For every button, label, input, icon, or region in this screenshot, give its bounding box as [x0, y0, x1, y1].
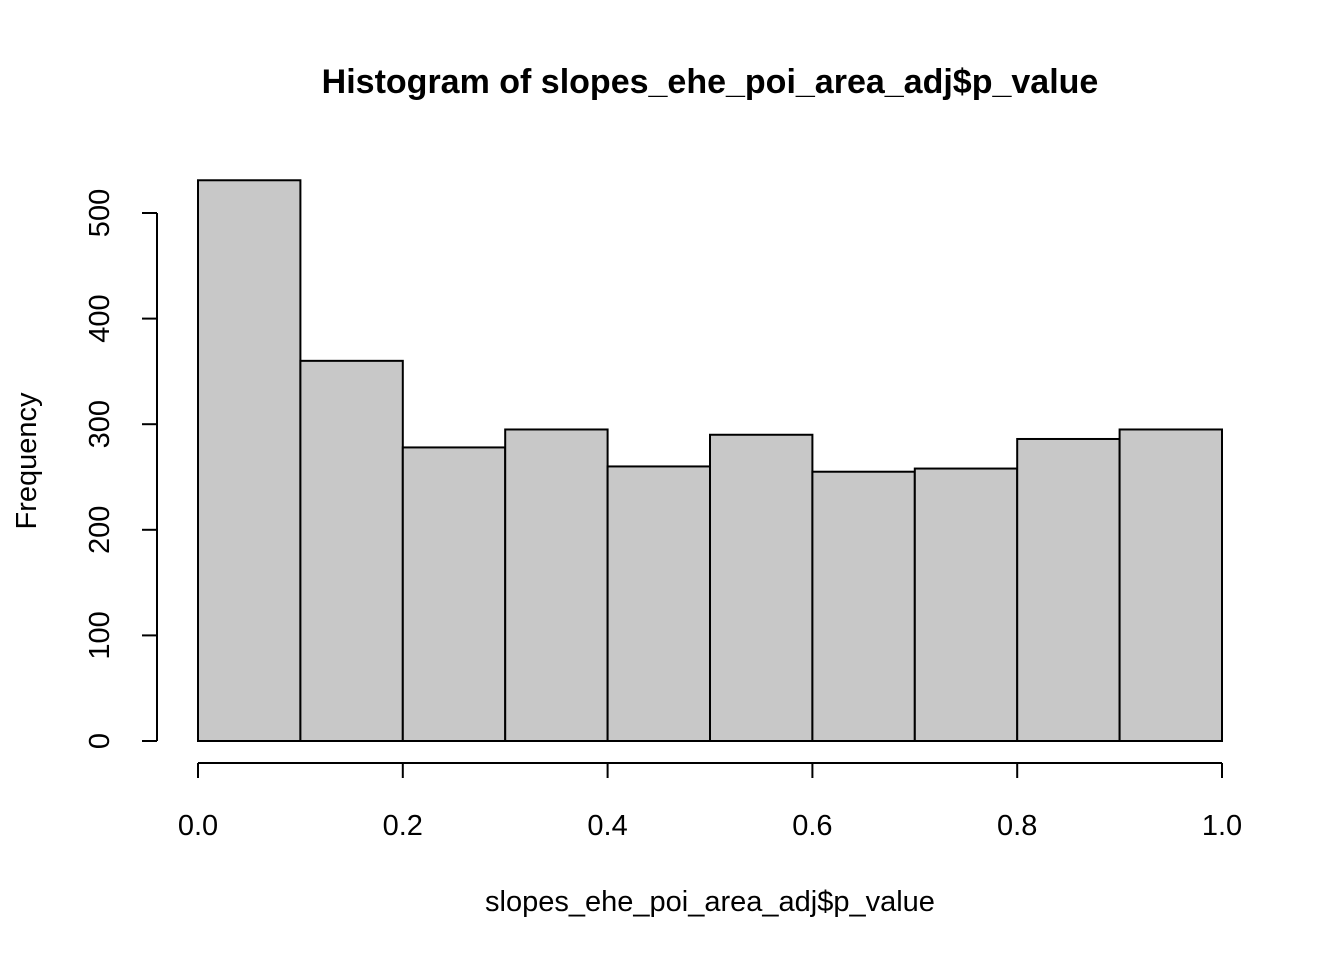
histogram-bar	[1016, 437, 1121, 742]
x-tick-label: 0.4	[587, 810, 627, 842]
y-axis-label: Frequency	[11, 392, 43, 530]
y-tick-label: 400	[84, 294, 116, 342]
histogram-bar	[197, 179, 302, 743]
x-tick-label: 0.8	[997, 810, 1037, 842]
x-axis-label: slopes_ehe_poi_area_adj$p_value	[485, 886, 935, 918]
y-tick-label: 100	[84, 611, 116, 659]
histogram-bar	[811, 470, 916, 742]
x-tick-label: 0.2	[383, 810, 423, 842]
histogram-bar	[913, 467, 1019, 742]
chart-title: Histogram of slopes_ehe_poi_area_adj$p_v…	[322, 63, 1099, 101]
y-tick-label: 500	[84, 189, 116, 237]
y-tick-label: 0	[84, 733, 116, 749]
y-tick-label: 200	[84, 506, 116, 554]
x-tick-label: 0.6	[792, 810, 832, 842]
bars-group	[197, 179, 1223, 743]
histogram-bar	[606, 465, 711, 742]
histogram-bar	[401, 446, 507, 742]
x-tick-label: 1.0	[1202, 810, 1242, 842]
x-tick-label: 0.0	[178, 810, 218, 842]
y-tick-label: 300	[84, 400, 116, 448]
y-axis: 0 100 200 300 400 500	[84, 189, 158, 749]
histogram-bar	[1118, 428, 1223, 742]
histogram-bar	[709, 433, 814, 742]
histogram-bar	[504, 428, 609, 742]
x-axis: 0.0 0.2 0.4 0.6 0.8 1.0	[178, 762, 1242, 842]
histogram-bar	[299, 359, 404, 742]
